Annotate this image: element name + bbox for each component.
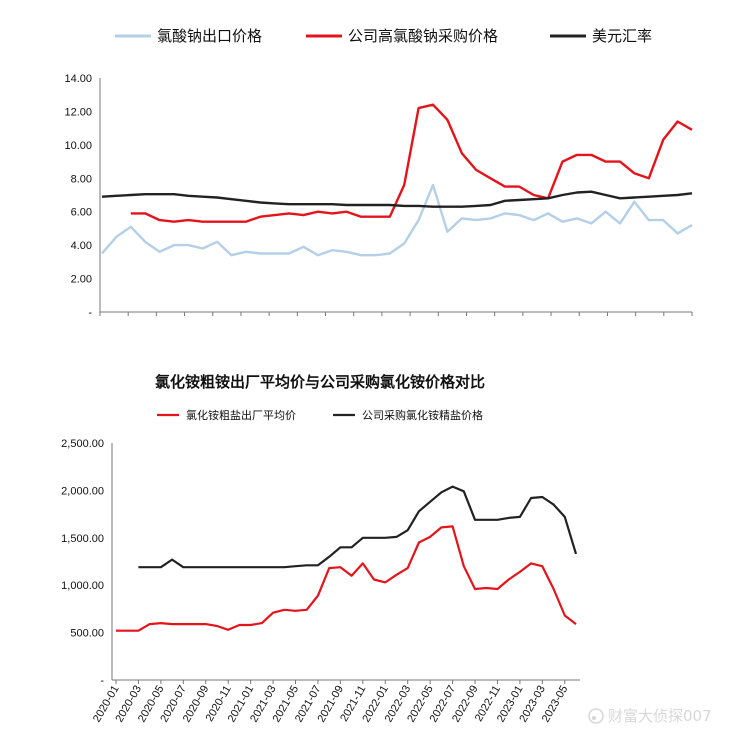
chart-2-series-1-line — [116, 525, 577, 632]
watermark: 财富大侦探007 — [588, 707, 712, 725]
chart-1-y-tick-label: 10.00 — [64, 140, 92, 152]
chart-1-y-tick-label: 2.00 — [71, 274, 92, 286]
chart-1-y-tick-label: - — [88, 307, 92, 319]
chart-1-series-2-line — [130, 103, 693, 223]
chart-1-series-1-line — [101, 183, 693, 257]
chart-1-legend-label: 美元汇率 — [592, 27, 652, 45]
chart-1-y-tick-label: 12.00 — [64, 106, 92, 118]
chart-2: 氯化铵粗铵出厂平均价与公司采购氯化铵价格对比 氯化铵粗盐出厂平均价 公司采购氯化铵… — [61, 373, 580, 724]
chart-2-series-2-line — [138, 485, 578, 569]
chart-1: 氯酸钠出口价格 公司高氯酸钠采购价格 美元汇率 - 2.00 4.00 6.00 8.00 1… — [64, 27, 693, 319]
chart-1-y-tick-label: 8.00 — [71, 173, 92, 185]
chart-1-legend-label: 公司高氯酸钠采购价格 — [348, 27, 498, 45]
chart-2-y-tick-label: - — [100, 675, 104, 687]
weibo-logo-eye-icon — [592, 716, 596, 720]
chart-2-legend: 氯化铵粗盐出厂平均价 公司采购氯化铵精盐价格 — [157, 408, 483, 422]
weibo-logo-icon — [588, 708, 604, 724]
chart-1-legend: 氯酸钠出口价格 公司高氯酸钠采购价格 美元汇率 — [115, 27, 652, 45]
chart-2-y-tick-label: 1,000.00 — [61, 580, 104, 592]
chart-1-y-tick-label: 6.00 — [71, 207, 92, 219]
chart-2-legend-label: 公司采购氯化铵精盐价格 — [362, 408, 483, 422]
chart-1-series-3-line — [101, 190, 693, 208]
chart-1-legend-label: 氯酸钠出口价格 — [157, 27, 262, 45]
chart-2-y-tick-label: 500.00 — [70, 628, 104, 640]
chart-2-y-tick-label: 2,500.00 — [61, 438, 104, 450]
chart-2-y-tick-label: 1,500.00 — [61, 533, 104, 545]
watermark-text: 财富大侦探007 — [608, 707, 712, 725]
chart-2-legend-label: 氯化铵粗盐出厂平均价 — [186, 408, 296, 422]
chart-2-title: 氯化铵粗铵出厂平均价与公司采购氯化铵价格对比 — [155, 373, 485, 391]
chart-2-y-tick-label: 2,000.00 — [61, 485, 104, 497]
chart-1-y-tick-label: 14.00 — [64, 73, 92, 85]
chart-1-y-tick-label: 4.00 — [71, 240, 92, 252]
